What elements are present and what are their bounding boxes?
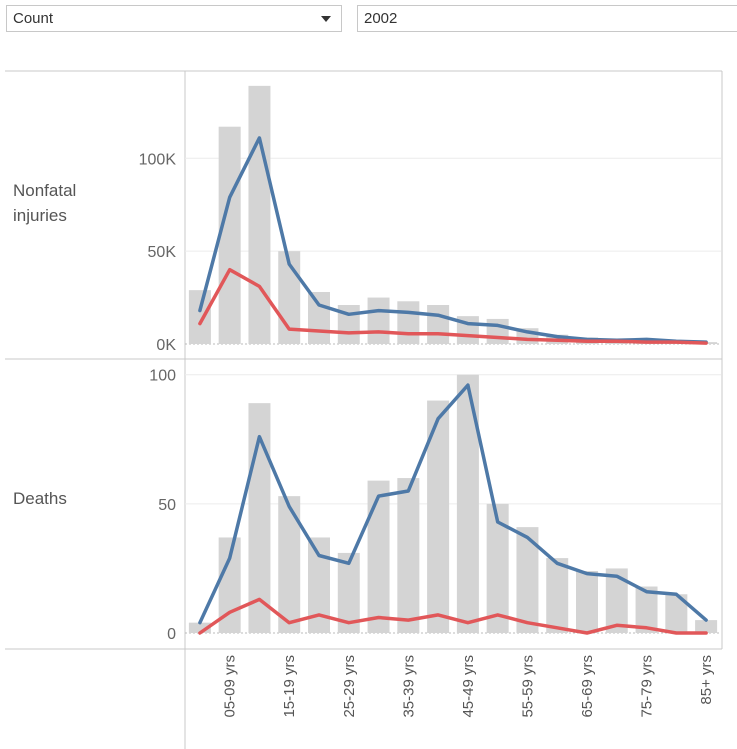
x-tick-label: 85+ yrs: [698, 655, 715, 705]
bar: [337, 552, 360, 633]
y-tick-label: 100: [149, 368, 176, 385]
x-tick-label: 55-59 yrs: [519, 655, 536, 718]
y-tick-label: 50K: [148, 244, 177, 261]
row-label: injuries: [13, 206, 67, 225]
bar: [486, 318, 509, 344]
y-tick-label: 0K: [156, 337, 176, 354]
measure-dropdown[interactable]: Count: [6, 5, 342, 32]
y-tick-label: 50: [158, 497, 176, 514]
bar: [635, 586, 658, 633]
series-line: [198, 383, 708, 625]
bar: [397, 301, 420, 344]
y-tick-label: 100K: [139, 151, 177, 168]
bar: [605, 568, 628, 633]
bar: [546, 558, 569, 633]
bar: [188, 290, 211, 344]
x-tick-label: 15-19 yrs: [281, 655, 298, 718]
x-tick-label: 75-79 yrs: [639, 655, 656, 718]
x-tick-label: 05-09 yrs: [222, 655, 239, 718]
row-label: Nonfatal: [13, 181, 76, 200]
bar: [576, 571, 598, 633]
year-dropdown-value: 2002: [364, 10, 398, 27]
bar: [486, 503, 509, 633]
measure-dropdown-value: Count: [13, 10, 54, 27]
bar: [397, 478, 420, 633]
bar: [665, 594, 688, 633]
bar: [427, 400, 450, 633]
y-tick-label: 0: [167, 626, 176, 643]
series-line: [198, 267, 708, 345]
x-tick-label: 45-49 yrs: [460, 655, 477, 718]
row-label: Deaths: [13, 489, 67, 508]
bar: [367, 297, 390, 344]
x-tick-label: 65-69 yrs: [579, 655, 596, 718]
chevron-down-icon[interactable]: [321, 16, 331, 22]
x-tick-label: 35-39 yrs: [400, 655, 417, 718]
bar: [218, 126, 241, 344]
bar: [695, 620, 718, 633]
bar: [367, 480, 390, 633]
bar: [516, 527, 539, 633]
bar: [456, 374, 479, 633]
x-tick-label: 25-29 yrs: [341, 655, 358, 718]
bar: [278, 496, 301, 633]
bar: [248, 85, 271, 344]
bar: [308, 292, 330, 344]
bar: [308, 537, 330, 633]
year-dropdown[interactable]: 2002: [357, 5, 737, 32]
bar: [427, 305, 450, 344]
bar: [188, 622, 211, 633]
series-line: [198, 597, 708, 635]
